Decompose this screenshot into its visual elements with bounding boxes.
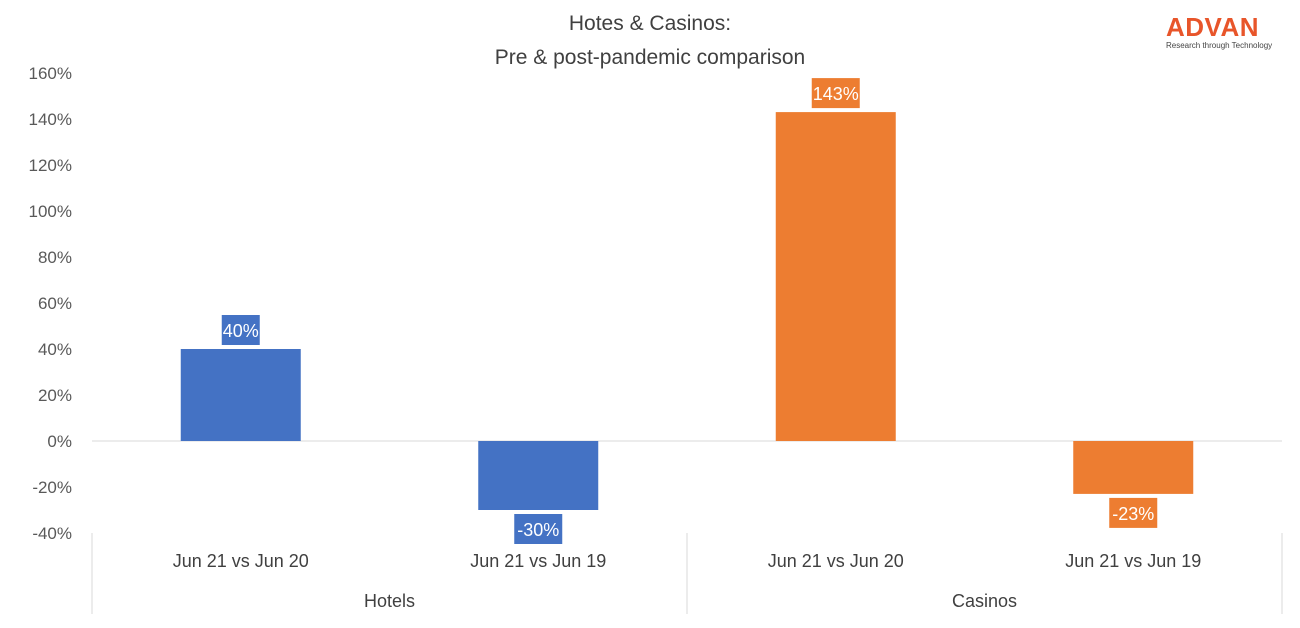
y-tick-label: 100% bbox=[29, 202, 72, 221]
advan-logo: ADVAN Research through Technology bbox=[1166, 14, 1286, 51]
chart-title-line-2: Pre & post-pandemic comparison bbox=[494, 46, 806, 69]
category-label: Jun 21 vs Jun 20 bbox=[173, 551, 309, 571]
y-tick-label: 40% bbox=[38, 340, 72, 359]
y-tick-label: 20% bbox=[38, 386, 72, 405]
data-label: 40% bbox=[223, 321, 259, 341]
data-label-box bbox=[1109, 497, 1158, 528]
data-label: -30% bbox=[517, 520, 559, 540]
y-tick-label: -20% bbox=[32, 478, 72, 497]
category-label: Jun 21 vs Jun 19 bbox=[470, 551, 606, 571]
data-label-box bbox=[811, 78, 860, 109]
y-tick-label: 140% bbox=[29, 110, 72, 129]
bar bbox=[180, 349, 301, 441]
y-tick-label: -40% bbox=[32, 524, 72, 543]
chart-title-line-1: Hotes & Casinos: bbox=[568, 12, 732, 35]
group-label: Hotels bbox=[364, 591, 415, 611]
bar bbox=[478, 441, 599, 510]
group-label: Casinos bbox=[952, 591, 1017, 611]
category-label: Jun 21 vs Jun 19 bbox=[1065, 551, 1201, 571]
data-label: -23% bbox=[1112, 504, 1154, 524]
y-tick-label: 80% bbox=[38, 248, 72, 267]
y-tick-label: 0% bbox=[47, 432, 72, 451]
y-tick-label: 60% bbox=[38, 294, 72, 313]
logo-tagline: Research through Technology bbox=[1166, 41, 1273, 50]
data-label-box bbox=[514, 514, 563, 544]
category-label: Jun 21 vs Jun 20 bbox=[768, 551, 904, 571]
y-tick-label: 120% bbox=[29, 156, 72, 175]
data-label: 143% bbox=[813, 84, 859, 104]
y-tick-label: 160% bbox=[29, 64, 72, 83]
data-label-box bbox=[221, 315, 260, 345]
logo-name: ADVAN bbox=[1166, 12, 1260, 42]
bar bbox=[775, 112, 896, 441]
bar bbox=[1073, 441, 1194, 494]
